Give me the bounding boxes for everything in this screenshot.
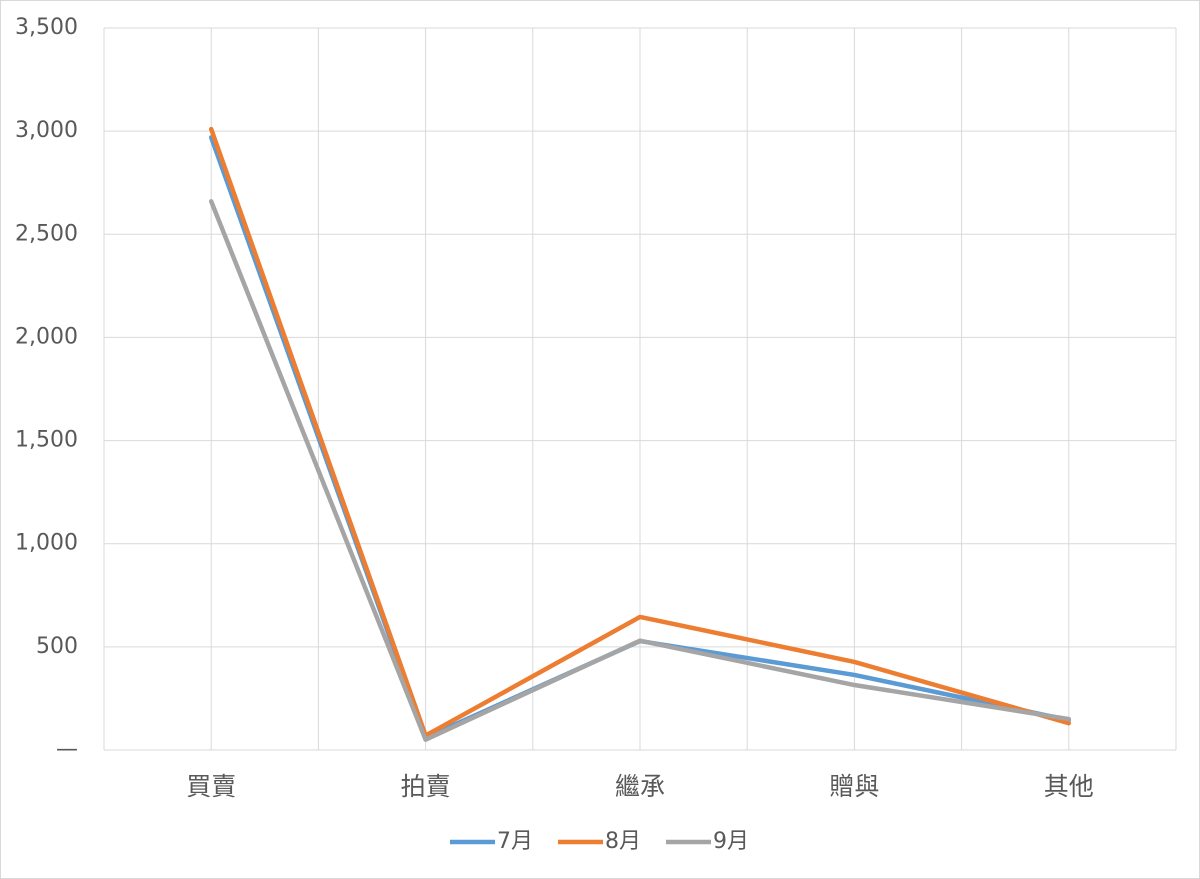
x-tick-label: 贈與	[829, 772, 879, 801]
y-tick-label: 1,500	[15, 428, 78, 453]
x-tick-label: 繼承	[615, 772, 665, 801]
legend-label: 9月	[713, 829, 749, 854]
y-tick-label: 1,000	[15, 531, 78, 556]
y-tick-label: 3,500	[15, 15, 78, 40]
legend-label: 7月	[497, 829, 533, 854]
y-tick-label: 2,500	[15, 221, 78, 246]
y-tick-label: 2,000	[15, 324, 78, 349]
data-line	[208, 126, 1072, 738]
x-tick-label: 其他	[1044, 772, 1094, 801]
y-tick-label: 3,000	[15, 118, 78, 143]
data-line	[208, 199, 1072, 742]
y-tick-label: —	[56, 737, 78, 762]
x-tick-label: 拍賣	[401, 772, 451, 801]
legend-label: 8月	[605, 829, 641, 854]
y-tick-label: 500	[36, 634, 78, 659]
x-tick-label: 買賣	[186, 772, 236, 801]
